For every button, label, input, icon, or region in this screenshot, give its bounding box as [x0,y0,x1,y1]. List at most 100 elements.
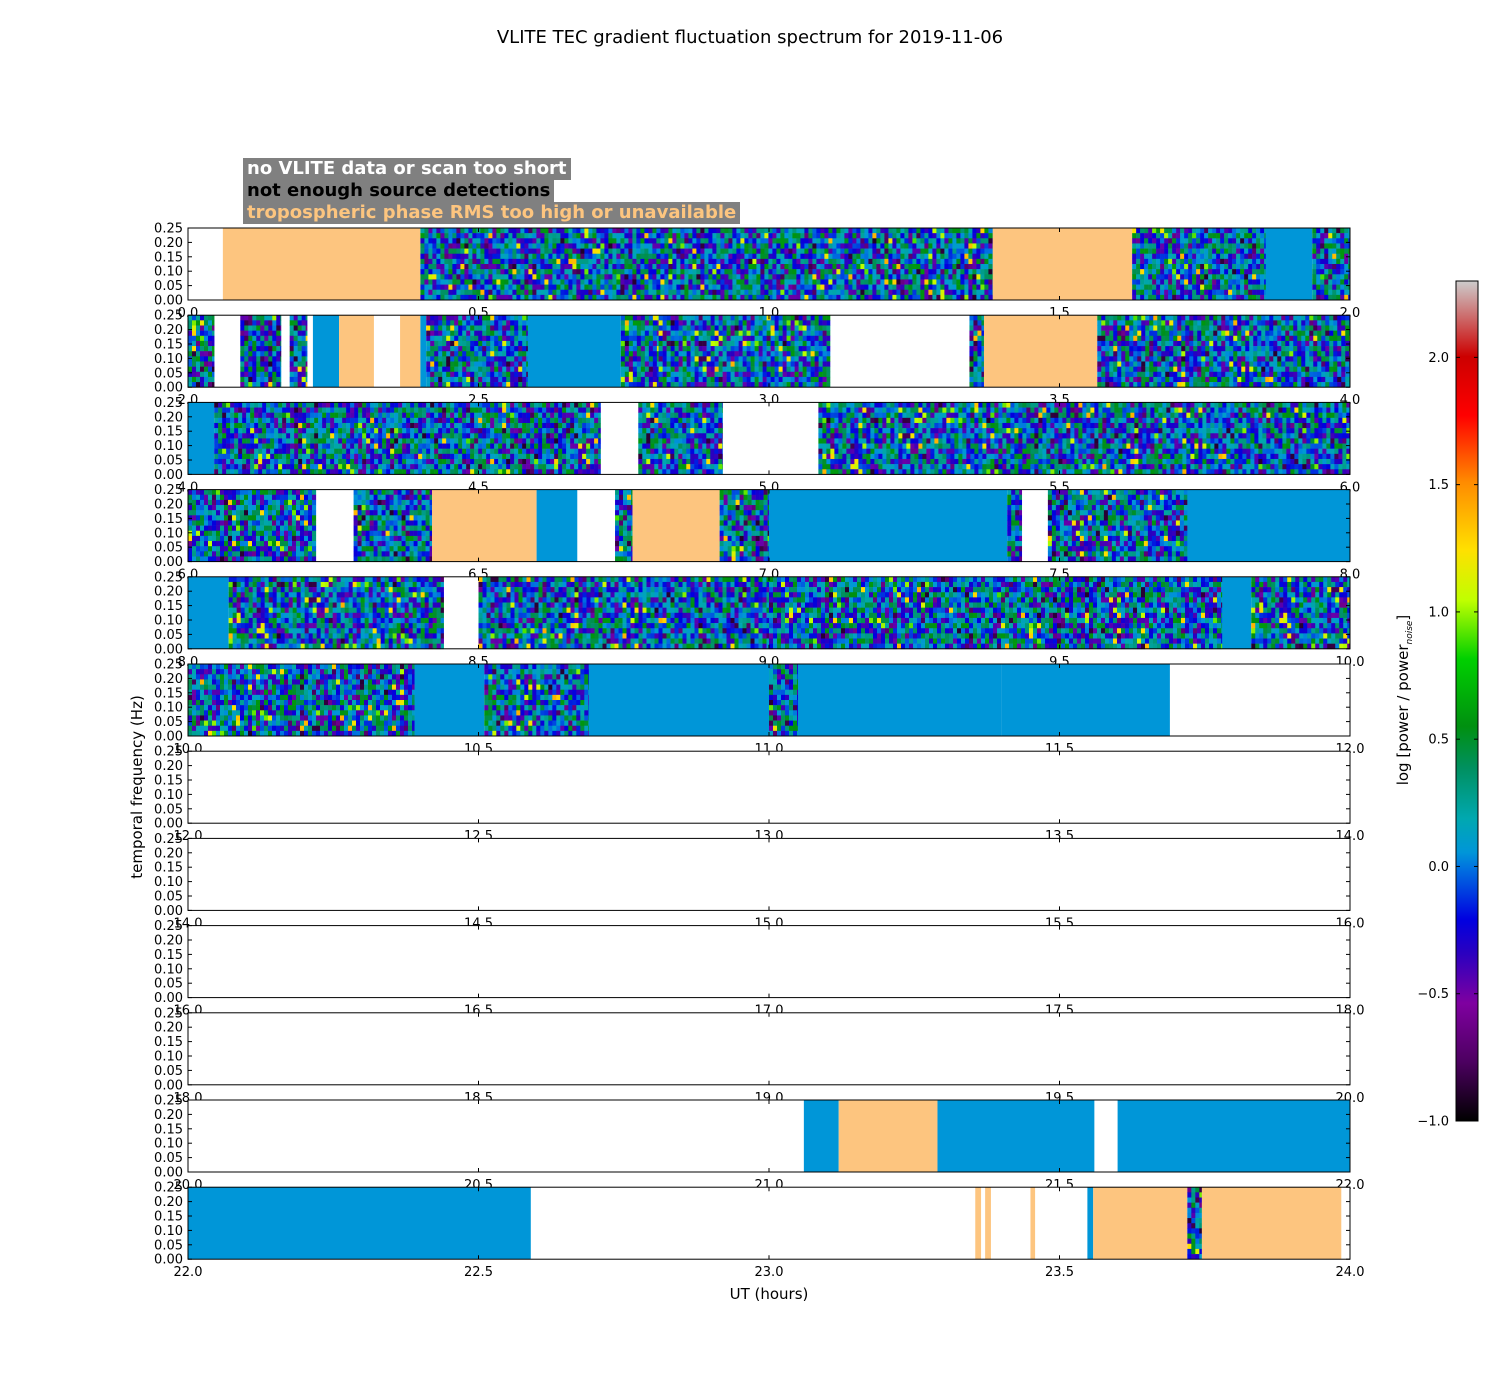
segment-flat [414,664,485,736]
x-tick-label: 23.5 [1045,1265,1074,1280]
segment-spectrum [1187,1187,1203,1260]
segment-tropospheric [1030,1187,1036,1260]
segment-spectrum [289,315,308,388]
panel-3: 0.000.050.100.150.200.256.0 6.5 7.0 7.5 8.0 [154,483,1360,582]
y-tick-label: 0.10 [154,352,183,367]
segment-tropospheric [975,1187,982,1260]
y-tick-label: 0.10 [154,1224,183,1239]
y-tick-label: 0.00 [154,1078,183,1093]
y-tick-label: 0.15 [154,861,183,876]
colorbar-tick-label: 1.0 [1428,605,1449,620]
y-tick-label: 0.05 [154,628,183,643]
segment-flat [1117,1100,1350,1172]
y-tick-label: 0.20 [154,934,183,949]
y-tick-label: 0.20 [154,410,183,425]
y-axis-label: temporal frequency (Hz) [128,695,146,879]
panel-background [188,838,1350,911]
y-tick-label: 0.15 [154,1210,183,1225]
segment-spectrum [1312,228,1351,301]
segment-spectrum [1251,576,1351,650]
segment-spectrum [188,664,415,737]
x-tick-label: 23.0 [755,1265,784,1280]
y-tick-label: 0.25 [154,832,183,847]
y-tick-label: 0.00 [154,294,183,309]
y-tick-label: 0.25 [154,222,183,237]
panel-0: 0.000.050.100.150.200.250.0 0.5 1.0 1.5 2.0 [154,222,1360,322]
y-tick-label: 0.00 [154,730,183,745]
y-tick-label: 0.15 [154,599,183,614]
colorbar-tick-label: 0.0 [1428,860,1449,875]
colorbar-tick-label: −1.0 [1417,1115,1449,1130]
panel-background [188,1012,1350,1085]
segment-tropospheric [222,228,421,300]
legend-item-no-detections: not enough source detections [243,180,555,202]
segment-tropospheric [432,489,537,562]
y-tick-label: 0.05 [154,541,183,556]
segment-spectrum [1047,489,1188,562]
y-tick-label: 0.05 [154,715,183,730]
y-tick-label: 0.15 [154,338,183,353]
y-tick-label: 0.20 [154,323,183,338]
y-tick-label: 0.00 [154,991,183,1006]
y-tick-label: 0.05 [154,977,183,992]
y-tick-label: 0.00 [154,381,183,396]
y-tick-label: 0.05 [154,279,183,294]
legend-item-nodata: no VLITE data or scan too short [243,158,571,180]
segment-spectrum [1132,228,1267,301]
legend-item-tropospheric: tropospheric phase RMS too high or unava… [243,202,741,224]
segment-flat [188,1187,531,1260]
x-tick-label: 22.0 [174,1265,203,1280]
chart-title: VLITE TEC gradient fluctuation spectrum … [497,27,1003,48]
y-tick-label: 0.00 [154,1166,183,1181]
y-tick-label: 0.05 [154,366,183,381]
segment-flat [527,315,621,388]
y-tick-label: 0.05 [154,1238,183,1253]
segment-spectrum [478,576,770,650]
segment-flat [188,402,215,475]
y-tick-label: 0.15 [154,948,183,963]
segment-spectrum [615,489,633,562]
segment-flat [536,489,578,562]
segment-flat [937,1100,1095,1172]
y-tick-label: 0.05 [154,1151,183,1166]
segment-flat [588,664,769,736]
y-tick-label: 0.10 [154,962,183,977]
segment-flat [798,664,1002,736]
y-tick-label: 0.15 [154,686,183,701]
y-tick-label: 0.00 [154,1253,183,1268]
y-tick-label: 0.10 [154,788,183,803]
y-tick-label: 0.15 [154,512,183,527]
x-tick-label: 22.5 [464,1265,493,1280]
segment-spectrum [353,489,433,562]
y-tick-label: 0.00 [154,468,183,483]
colorbar-tick-label: 0.5 [1428,733,1449,748]
y-tick-label: 0.00 [154,904,183,919]
segment-spectrum [620,315,659,388]
segment-spectrum [214,402,601,475]
y-tick-label: 0.25 [154,309,183,324]
x-tick-label: 24.0 [1336,1265,1365,1280]
panel-11: 0.000.050.100.150.200.25 22.0 22.5 23.0 23.5… [154,1181,1364,1281]
segment-spectrum [228,576,444,650]
y-tick-label: 0.20 [154,1108,183,1123]
segment-tropospheric [400,315,421,388]
segment-tropospheric [1201,1187,1342,1260]
segment-spectrum [769,576,1223,650]
y-tick-label: 0.20 [154,672,183,687]
y-tick-label: 0.25 [154,1181,183,1196]
panel-1: 0.000.050.100.150.200.252.0 2.5 3.0 3.5 4.0 [154,309,1360,409]
segment-tropospheric [985,1187,991,1260]
y-tick-label: 0.25 [154,570,183,585]
y-tick-label: 0.20 [154,759,183,774]
y-tick-label: 0.10 [154,439,183,454]
y-tick-label: 0.10 [154,875,183,890]
y-tick-label: 0.25 [154,1094,183,1109]
segment-tropospheric [838,1100,938,1172]
segment-spectrum [719,489,770,562]
